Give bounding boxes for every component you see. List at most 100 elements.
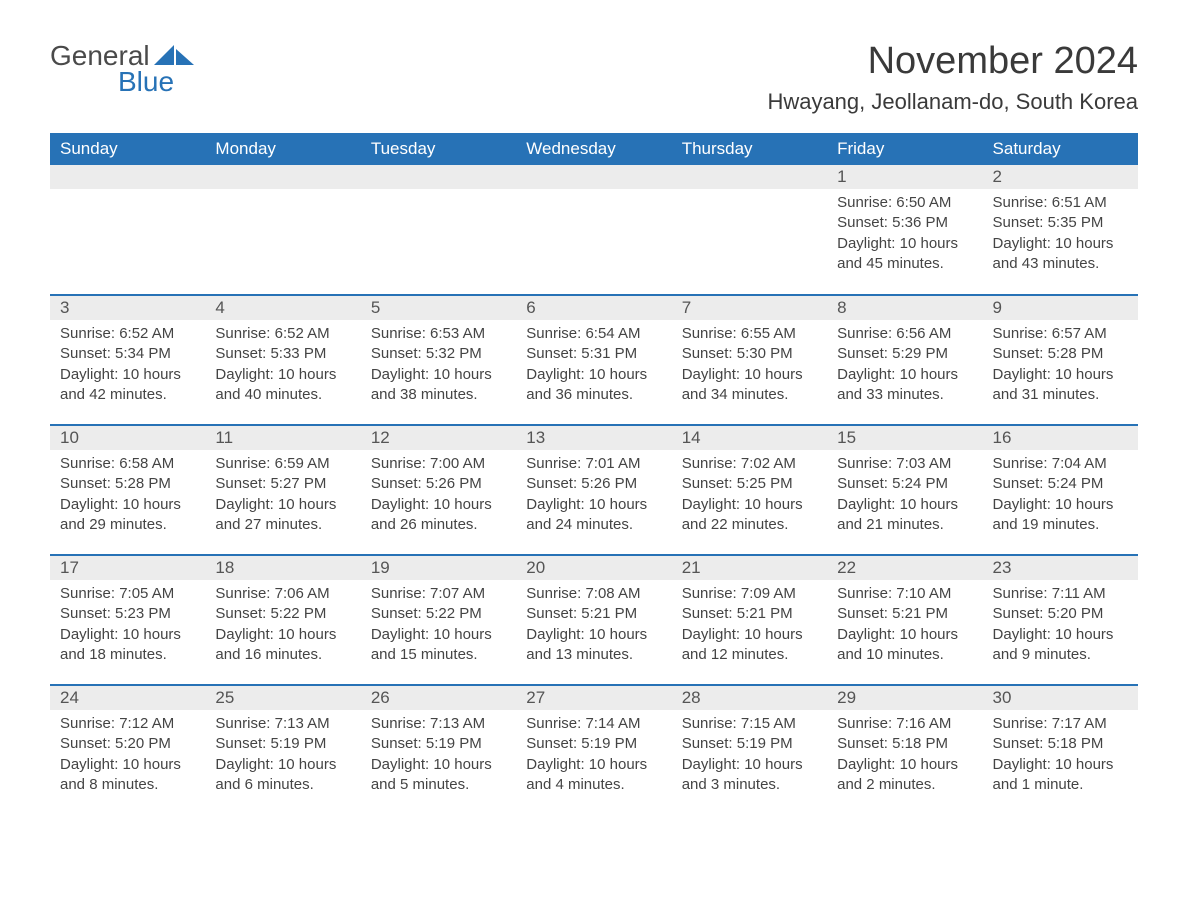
sunrise-text: Sunrise: 6:52 AM [215, 324, 350, 344]
calendar-table: Sunday Monday Tuesday Wednesday Thursday… [50, 133, 1138, 815]
daylight-text: Daylight: 10 hours and 2 minutes. [837, 755, 972, 796]
daylight-text: Daylight: 10 hours and 10 minutes. [837, 625, 972, 666]
sunset-text: Sunset: 5:33 PM [215, 344, 350, 364]
calendar-day-cell [516, 165, 671, 295]
sunrise-text: Sunrise: 7:00 AM [371, 454, 506, 474]
sunset-text: Sunset: 5:28 PM [993, 344, 1128, 364]
day-data: Sunrise: 7:00 AMSunset: 5:26 PMDaylight:… [361, 450, 516, 553]
day-header: Sunday [50, 133, 205, 165]
calendar-day-cell: 29Sunrise: 7:16 AMSunset: 5:18 PMDayligh… [827, 685, 982, 815]
sunset-text: Sunset: 5:23 PM [60, 604, 195, 624]
day-data: Sunrise: 6:52 AMSunset: 5:33 PMDaylight:… [205, 320, 360, 423]
daylight-text: Daylight: 10 hours and 4 minutes. [526, 755, 661, 796]
day-data: Sunrise: 6:58 AMSunset: 5:28 PMDaylight:… [50, 450, 205, 553]
day-data: Sunrise: 7:10 AMSunset: 5:21 PMDaylight:… [827, 580, 982, 683]
sunset-text: Sunset: 5:34 PM [60, 344, 195, 364]
day-header: Friday [827, 133, 982, 165]
day-data: Sunrise: 7:06 AMSunset: 5:22 PMDaylight:… [205, 580, 360, 683]
sunrise-text: Sunrise: 6:53 AM [371, 324, 506, 344]
sunrise-text: Sunrise: 7:13 AM [215, 714, 350, 734]
sunset-text: Sunset: 5:29 PM [837, 344, 972, 364]
day-data: Sunrise: 7:09 AMSunset: 5:21 PMDaylight:… [672, 580, 827, 683]
calendar-day-cell: 6Sunrise: 6:54 AMSunset: 5:31 PMDaylight… [516, 295, 671, 425]
sunset-text: Sunset: 5:22 PM [215, 604, 350, 624]
sunset-text: Sunset: 5:19 PM [215, 734, 350, 754]
calendar-day-cell: 19Sunrise: 7:07 AMSunset: 5:22 PMDayligh… [361, 555, 516, 685]
daylight-text: Daylight: 10 hours and 1 minute. [993, 755, 1128, 796]
daylight-text: Daylight: 10 hours and 42 minutes. [60, 365, 195, 406]
sunset-text: Sunset: 5:30 PM [682, 344, 817, 364]
day-number: 10 [50, 426, 205, 450]
sunrise-text: Sunrise: 7:10 AM [837, 584, 972, 604]
sunrise-text: Sunrise: 6:51 AM [993, 193, 1128, 213]
sunrise-text: Sunrise: 7:07 AM [371, 584, 506, 604]
day-data: Sunrise: 7:03 AMSunset: 5:24 PMDaylight:… [827, 450, 982, 553]
day-number: 24 [50, 686, 205, 710]
day-number: 6 [516, 296, 671, 320]
calendar-day-cell: 25Sunrise: 7:13 AMSunset: 5:19 PMDayligh… [205, 685, 360, 815]
day-number: 30 [983, 686, 1138, 710]
day-number: 17 [50, 556, 205, 580]
daylight-text: Daylight: 10 hours and 13 minutes. [526, 625, 661, 666]
sunrise-text: Sunrise: 7:13 AM [371, 714, 506, 734]
sunrise-text: Sunrise: 6:59 AM [215, 454, 350, 474]
daylight-text: Daylight: 10 hours and 38 minutes. [371, 365, 506, 406]
day-number: 7 [672, 296, 827, 320]
daylight-text: Daylight: 10 hours and 36 minutes. [526, 365, 661, 406]
calendar-day-cell: 12Sunrise: 7:00 AMSunset: 5:26 PMDayligh… [361, 425, 516, 555]
sunset-text: Sunset: 5:19 PM [682, 734, 817, 754]
day-number: 1 [827, 165, 982, 189]
sunset-text: Sunset: 5:36 PM [837, 213, 972, 233]
day-number-empty [672, 165, 827, 189]
day-number: 26 [361, 686, 516, 710]
daylight-text: Daylight: 10 hours and 5 minutes. [371, 755, 506, 796]
sunset-text: Sunset: 5:22 PM [371, 604, 506, 624]
sunset-text: Sunset: 5:20 PM [60, 734, 195, 754]
sunrise-text: Sunrise: 7:03 AM [837, 454, 972, 474]
calendar-day-cell: 14Sunrise: 7:02 AMSunset: 5:25 PMDayligh… [672, 425, 827, 555]
day-number: 18 [205, 556, 360, 580]
calendar-day-cell: 13Sunrise: 7:01 AMSunset: 5:26 PMDayligh… [516, 425, 671, 555]
daylight-text: Daylight: 10 hours and 34 minutes. [682, 365, 817, 406]
calendar-day-cell: 23Sunrise: 7:11 AMSunset: 5:20 PMDayligh… [983, 555, 1138, 685]
calendar-day-cell: 10Sunrise: 6:58 AMSunset: 5:28 PMDayligh… [50, 425, 205, 555]
day-data: Sunrise: 6:56 AMSunset: 5:29 PMDaylight:… [827, 320, 982, 423]
sunrise-text: Sunrise: 6:56 AM [837, 324, 972, 344]
day-number: 20 [516, 556, 671, 580]
daylight-text: Daylight: 10 hours and 29 minutes. [60, 495, 195, 536]
day-data: Sunrise: 7:01 AMSunset: 5:26 PMDaylight:… [516, 450, 671, 553]
calendar-day-cell: 4Sunrise: 6:52 AMSunset: 5:33 PMDaylight… [205, 295, 360, 425]
sunrise-text: Sunrise: 7:01 AM [526, 454, 661, 474]
day-number: 13 [516, 426, 671, 450]
day-data: Sunrise: 6:59 AMSunset: 5:27 PMDaylight:… [205, 450, 360, 553]
daylight-text: Daylight: 10 hours and 43 minutes. [993, 234, 1128, 275]
sunset-text: Sunset: 5:18 PM [993, 734, 1128, 754]
day-number: 16 [983, 426, 1138, 450]
sunset-text: Sunset: 5:18 PM [837, 734, 972, 754]
daylight-text: Daylight: 10 hours and 21 minutes. [837, 495, 972, 536]
daylight-text: Daylight: 10 hours and 9 minutes. [993, 625, 1128, 666]
day-data: Sunrise: 7:13 AMSunset: 5:19 PMDaylight:… [205, 710, 360, 813]
daylight-text: Daylight: 10 hours and 3 minutes. [682, 755, 817, 796]
sunset-text: Sunset: 5:21 PM [526, 604, 661, 624]
calendar-day-cell: 1Sunrise: 6:50 AMSunset: 5:36 PMDaylight… [827, 165, 982, 295]
sunset-text: Sunset: 5:26 PM [371, 474, 506, 494]
calendar-day-cell: 5Sunrise: 6:53 AMSunset: 5:32 PMDaylight… [361, 295, 516, 425]
day-number: 22 [827, 556, 982, 580]
calendar-day-cell: 28Sunrise: 7:15 AMSunset: 5:19 PMDayligh… [672, 685, 827, 815]
sunset-text: Sunset: 5:24 PM [993, 474, 1128, 494]
sunrise-text: Sunrise: 6:54 AM [526, 324, 661, 344]
day-data: Sunrise: 7:13 AMSunset: 5:19 PMDaylight:… [361, 710, 516, 813]
day-data: Sunrise: 7:17 AMSunset: 5:18 PMDaylight:… [983, 710, 1138, 813]
sunrise-text: Sunrise: 6:52 AM [60, 324, 195, 344]
sunset-text: Sunset: 5:21 PM [837, 604, 972, 624]
day-header: Thursday [672, 133, 827, 165]
sunrise-text: Sunrise: 7:12 AM [60, 714, 195, 734]
sunrise-text: Sunrise: 7:14 AM [526, 714, 661, 734]
calendar-day-cell: 3Sunrise: 6:52 AMSunset: 5:34 PMDaylight… [50, 295, 205, 425]
day-number-empty [361, 165, 516, 189]
day-data: Sunrise: 7:12 AMSunset: 5:20 PMDaylight:… [50, 710, 205, 813]
day-number: 9 [983, 296, 1138, 320]
calendar-day-cell: 15Sunrise: 7:03 AMSunset: 5:24 PMDayligh… [827, 425, 982, 555]
day-data: Sunrise: 6:53 AMSunset: 5:32 PMDaylight:… [361, 320, 516, 423]
